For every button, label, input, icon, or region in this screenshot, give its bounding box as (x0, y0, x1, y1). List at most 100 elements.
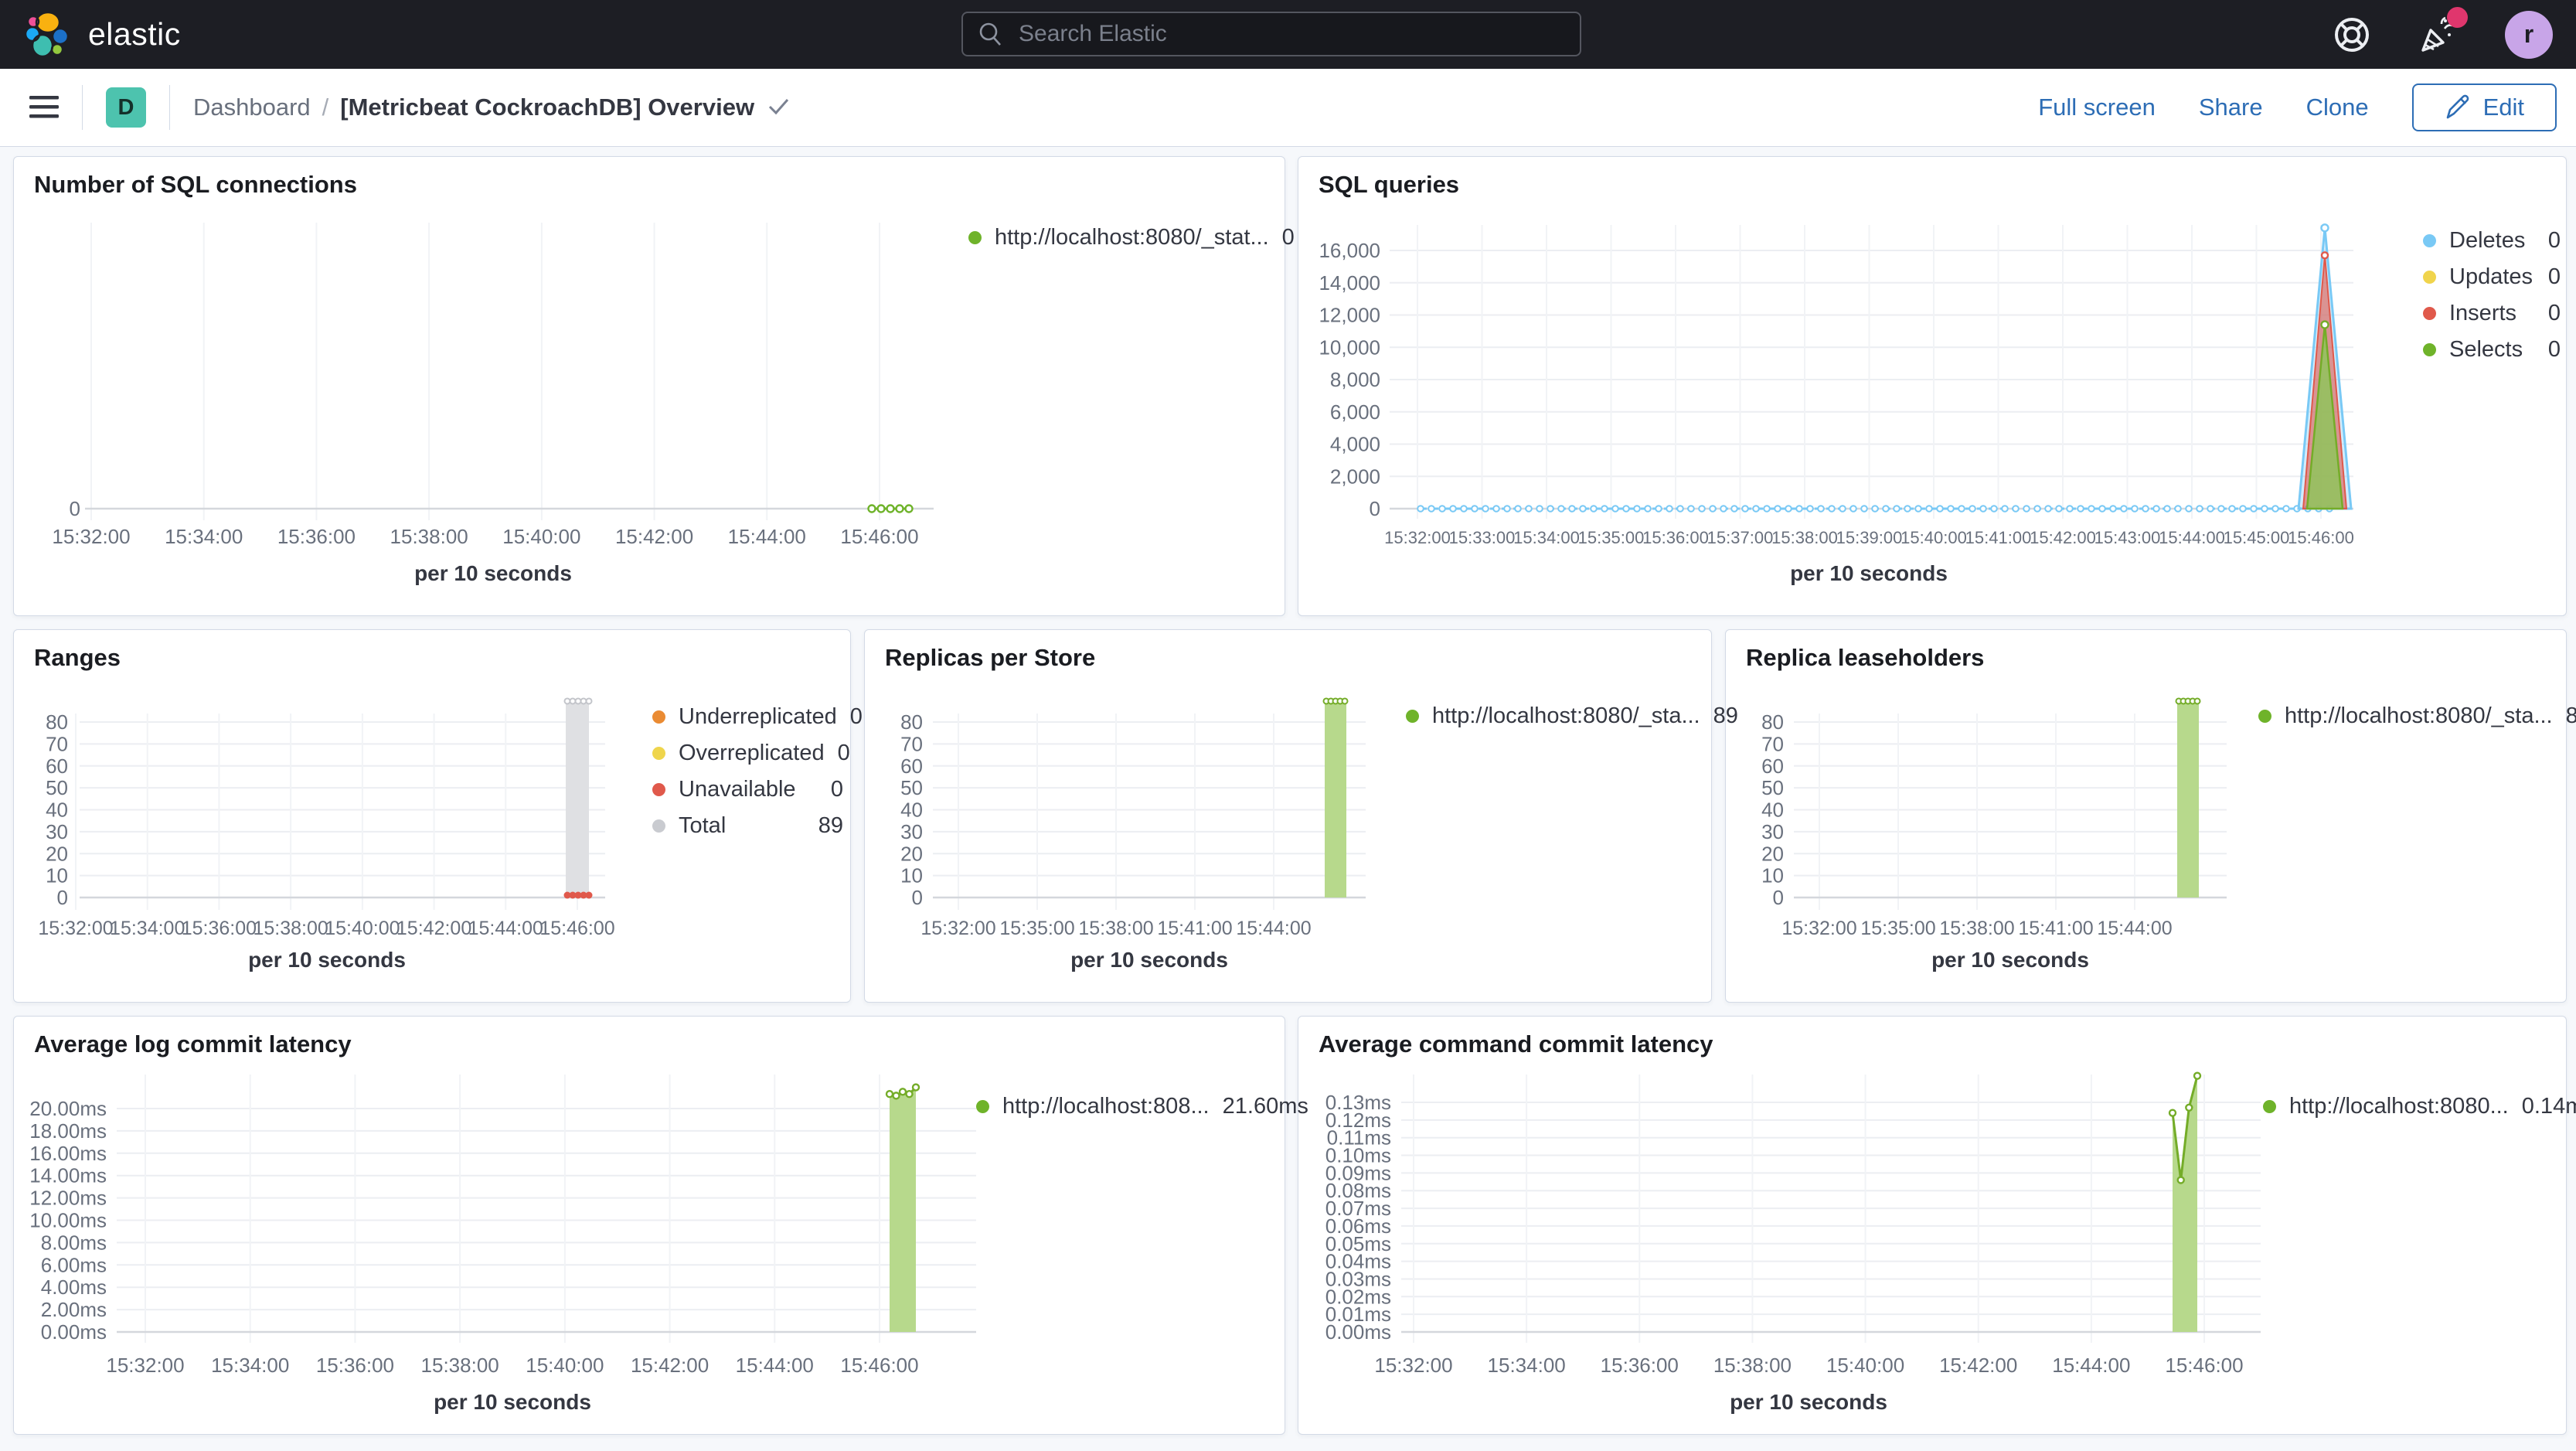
legend-item[interactable]: Unavailable 0 (652, 777, 843, 802)
chart-legend: http://localhost:8080/_sta... 89 (1406, 703, 1738, 729)
tick-label: 12,000 (1319, 304, 1380, 327)
point-marker (2012, 505, 2020, 513)
edit-button[interactable]: Edit (2411, 83, 2557, 131)
tick-label: 15:38:00 (1078, 918, 1153, 939)
tick-label: 4.00ms (41, 1276, 107, 1299)
tick-label: 15:35:00 (1578, 528, 1645, 547)
point-marker (1763, 505, 1771, 513)
legend-value: 0 (2547, 301, 2561, 325)
legend-item[interactable]: http://localhost:8080/_sta... 89 (2258, 703, 2576, 729)
legend-value: 21.60ms (1222, 1094, 1308, 1119)
point-marker (892, 1092, 900, 1100)
point-marker (1536, 505, 1543, 513)
point-marker (1590, 505, 1598, 513)
point-marker (876, 504, 886, 513)
legend-item[interactable]: http://localhost:808... 21.60ms (976, 1094, 1308, 1119)
space-badge[interactable]: D (106, 87, 146, 128)
point-marker (1817, 505, 1825, 513)
panel-replica-leaseholders: Replica leaseholders 0 10 20 30 40 50 60 70 80 15… (1725, 629, 2576, 1003)
tick-label: 16,000 (1319, 239, 1380, 262)
tick-label: 0.10ms (1325, 1144, 1391, 1167)
point-marker (1698, 505, 1706, 513)
tick-label: 15:32:00 (52, 525, 130, 548)
point-marker (1644, 505, 1652, 513)
point-marker (1925, 505, 1933, 513)
legend-item[interactable]: Overreplicated 0 (652, 741, 850, 766)
legend-item[interactable]: Total 89 (652, 813, 843, 839)
point-marker (2044, 505, 2052, 513)
series-bar (2177, 702, 2199, 898)
legend-label: http://localhost:808... (1002, 1094, 1210, 1119)
tick-label: 15:42:00 (1939, 1354, 2017, 1377)
point-marker (898, 1088, 907, 1096)
tick-label: 50 (900, 776, 923, 799)
panel-average-log-commit-latency: Average log commit latency 0.00ms 2.00ms 4… (13, 1016, 1308, 1436)
axis-label: per 10 seconds (1070, 948, 1228, 972)
legend-item[interactable]: Inserts 0 (2423, 301, 2561, 326)
point-marker (1471, 505, 1479, 513)
global-search-box[interactable] (961, 12, 1581, 56)
brand-text: elastic (88, 16, 181, 52)
legend-label: http://localhost:8080... (2289, 1094, 2509, 1119)
legend-item[interactable]: http://localhost:8080... 0.14ms (2263, 1094, 2576, 1119)
help-icon[interactable] (2332, 15, 2372, 55)
point-marker (1568, 505, 1576, 513)
legend-item[interactable]: http://localhost:8080/_sta... 89 (1406, 703, 1738, 729)
point-marker (2066, 505, 2074, 513)
tick-label: 10,000 (1319, 336, 1380, 359)
tick-label: 0.13ms (1325, 1091, 1391, 1114)
legend-value: 0 (2547, 264, 2561, 289)
edit-button-label: Edit (2482, 94, 2524, 121)
point-marker (867, 504, 876, 513)
legend-item[interactable]: Updates 0 (2423, 264, 2561, 290)
tick-label: 15:32:00 (106, 1354, 184, 1377)
legend-label: http://localhost:8080/_sta... (1432, 703, 1700, 728)
tick-label: 14.00ms (29, 1164, 107, 1187)
elastic-logo-icon (24, 11, 70, 57)
share-button[interactable]: Share (2198, 94, 2263, 121)
tick-label: 15:38:00 (421, 1354, 499, 1377)
elastic-home-button[interactable]: elastic (23, 10, 181, 60)
check-icon[interactable] (766, 97, 791, 118)
tick-label: 15:42:00 (631, 1354, 709, 1377)
point-marker (2023, 505, 2030, 513)
panel-ranges: Ranges 0 10 20 30 40 50 60 70 80 15:32:00 15:34:00… (13, 629, 863, 1003)
point-marker (2196, 505, 2203, 513)
chart-canvas[interactable]: 0 2,000 4,000 6,000 8,000 10,000 12,000 14,000 1… (1298, 157, 2567, 617)
chart-canvas[interactable]: 0.00ms2.00ms4.00ms6.00ms8.00ms10.00ms12.… (14, 1017, 1286, 1436)
tick-label: 15:34:00 (1513, 528, 1580, 547)
tick-label: 40 (900, 799, 923, 822)
chart-canvas[interactable]: 0102030405060708015:32:0015:34:0015:36:0… (14, 630, 852, 1003)
chart-canvas[interactable]: 0 15:32:00 15:34:00 15:36:00 15:38:00 15:40:0… (14, 157, 1286, 617)
point-marker (895, 504, 904, 513)
tick-label: 0.02ms (1325, 1285, 1391, 1308)
chart-canvas[interactable]: 0.00ms0.01ms0.02ms0.03ms0.04ms0.05ms0.06… (1298, 1017, 2567, 1436)
point-marker (2228, 505, 2236, 513)
series-area (890, 1087, 916, 1332)
legend-item[interactable]: Underreplicated 0 (652, 704, 863, 730)
point-marker (1828, 505, 1836, 513)
legend-label: Overreplicated (679, 741, 825, 765)
hamburger-icon (29, 95, 59, 118)
panel-number-of-sql-connections: Number of SQL connections 0 15:32:00 15:34… (13, 156, 1295, 617)
tick-label: 0.06ms (1325, 1214, 1391, 1238)
legend-item[interactable]: Selects 0 (2423, 337, 2561, 363)
full-screen-button[interactable]: Full screen (2038, 94, 2156, 121)
legend-swatch (652, 783, 665, 796)
search-input[interactable] (1017, 20, 1566, 48)
user-avatar[interactable]: r (2505, 10, 2553, 59)
point-marker (885, 1090, 894, 1098)
newsfeed-button[interactable] (2418, 6, 2468, 55)
panel-replicas-per-store: Replicas per Store 0 10 20 30 40 50 60 70 80 15:3… (864, 629, 1738, 1003)
breadcrumb-dashboard-link[interactable]: Dashboard (193, 94, 311, 121)
legend-item[interactable]: Deletes 0 (2423, 228, 2561, 254)
point-marker (1741, 505, 1749, 513)
point-marker (1882, 505, 1890, 513)
clone-button[interactable]: Clone (2305, 94, 2369, 121)
menu-button[interactable] (29, 95, 59, 121)
legend-item[interactable]: http://localhost:8080/_stat... 0 (968, 225, 1295, 250)
tick-label: 15:40:00 (502, 525, 580, 548)
point-marker (2176, 1176, 2185, 1184)
